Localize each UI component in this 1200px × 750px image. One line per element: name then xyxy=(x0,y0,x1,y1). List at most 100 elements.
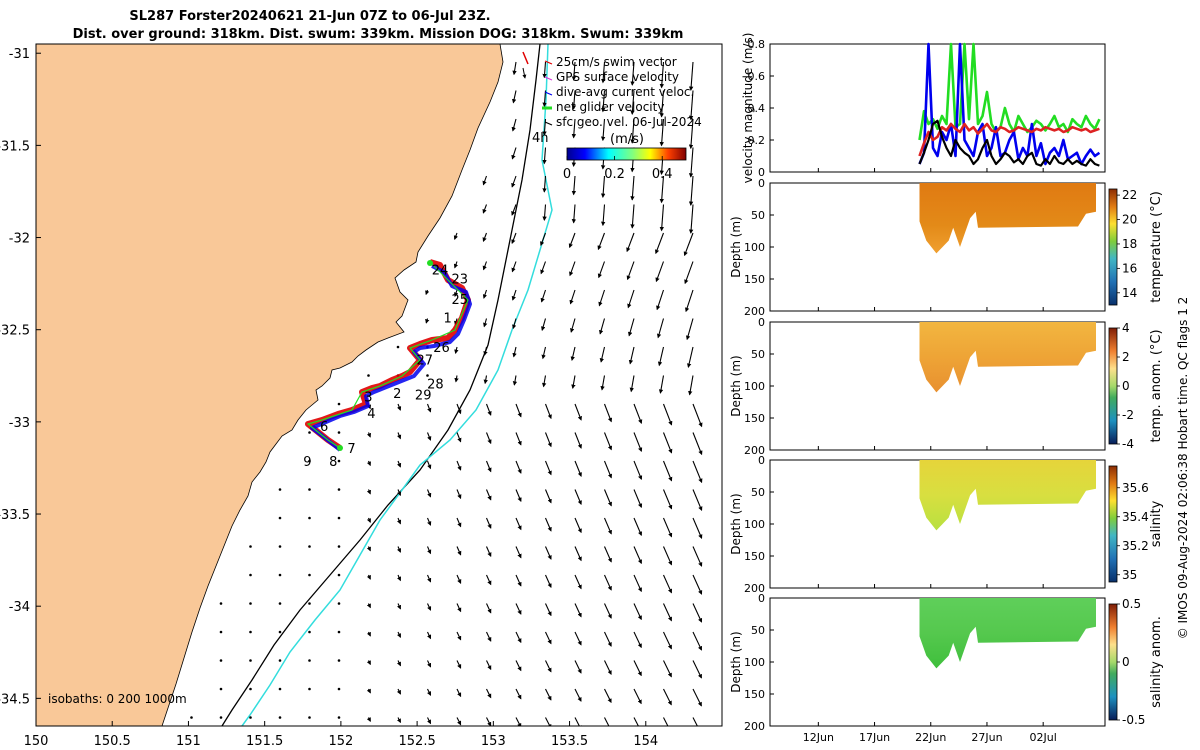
geo-velocity-arrow xyxy=(512,346,517,358)
geo-velocity-arrow xyxy=(688,147,694,178)
geo-velocity-arrow xyxy=(657,346,665,367)
geo-velocity-arrow xyxy=(603,574,612,591)
geo-velocity-arrow xyxy=(544,546,552,560)
track-day-label: 28 xyxy=(427,378,444,393)
geo-velocity-arrow xyxy=(515,432,522,446)
section-panel: 0 50 100 150 200 Depth (m) 14 16 18 20 22 temperatu… xyxy=(729,177,1164,318)
isobath-note: isobaths: 0 200 1000m xyxy=(48,692,187,706)
geo-velocity-arrow xyxy=(366,631,371,637)
geo-velocity-arrow xyxy=(425,318,430,324)
geo-velocity-arrow xyxy=(663,688,672,706)
geo-velocity-arrow xyxy=(662,460,673,482)
geo-velocity-dot xyxy=(337,602,341,605)
legend-item-dive: dive-avg current veloc. xyxy=(556,85,694,99)
geo-velocity-arrow xyxy=(486,660,492,671)
map-x-tick-label: 153 xyxy=(481,734,506,749)
track-day-label: 9 xyxy=(303,455,311,470)
geo-velocity-arrow xyxy=(512,375,518,386)
geo-velocity-arrow xyxy=(604,660,612,675)
geo-velocity-dot xyxy=(249,630,252,634)
geo-velocity-arrow xyxy=(485,546,492,558)
geo-velocity-arrow xyxy=(627,289,635,309)
geo-velocity-arrow xyxy=(574,631,582,646)
geo-velocity-arrow xyxy=(603,432,613,451)
speed-colorbar: (m/s) 0 0.2 0.4 xyxy=(563,132,687,182)
geo-velocity-dot xyxy=(337,716,341,719)
geo-velocity-dot xyxy=(337,459,341,463)
geo-velocity-arrow xyxy=(574,403,582,421)
geo-velocity-arrow xyxy=(542,61,547,79)
geo-velocity-arrow xyxy=(456,574,462,584)
map-x-tick-label: 152.5 xyxy=(399,734,436,749)
isobath-1000 xyxy=(241,44,553,726)
velocity-series xyxy=(918,42,1101,167)
geo-velocity-arrow xyxy=(511,261,517,273)
geo-velocity-arrow xyxy=(571,375,576,390)
track-day-label: 6 xyxy=(320,420,328,435)
geo-velocity-dot xyxy=(308,602,311,605)
track-day-label: 3 xyxy=(364,391,372,406)
geo-velocity-arrow xyxy=(630,90,635,115)
section-y-tick-label: 0 xyxy=(758,177,765,190)
geo-velocity-arrow xyxy=(633,660,642,677)
geo-velocity-dot xyxy=(190,716,193,719)
geo-velocity-arrow xyxy=(512,318,517,330)
geo-velocity-arrow xyxy=(571,175,577,196)
velocity-series-line xyxy=(918,122,1100,157)
geo-velocity-arrow xyxy=(628,346,635,365)
geo-velocity-dot xyxy=(249,659,252,662)
section-colorbar-tick-label: 0.5 xyxy=(1122,597,1141,611)
section-y-tick-label: 0 xyxy=(758,454,765,467)
geo-velocity-arrow xyxy=(456,603,462,613)
geo-velocity-arrow xyxy=(541,318,547,332)
geo-velocity-arrow xyxy=(633,460,643,481)
geo-velocity-arrow xyxy=(544,432,552,448)
geo-velocity-arrow xyxy=(540,261,547,275)
geo-velocity-arrow xyxy=(427,688,432,696)
geo-velocity-arrow xyxy=(571,90,577,110)
geo-velocity-arrow xyxy=(486,688,492,699)
geo-velocity-dot xyxy=(337,630,341,634)
geo-velocity-arrow xyxy=(427,717,432,725)
geo-velocity-arrow xyxy=(396,574,402,582)
geo-velocity-arrow xyxy=(397,517,402,525)
legend-item-geo: sfc geo. vel. 06-Jul-2024 xyxy=(556,115,702,129)
geo-velocity-dot xyxy=(278,602,282,605)
section-colorbar-tick-label: 0 xyxy=(1122,655,1130,669)
geo-velocity-arrow xyxy=(511,118,517,132)
map-y-tick-label: -33.5 xyxy=(0,508,30,523)
geo-velocity-arrow xyxy=(397,546,402,553)
geo-velocity-arrow xyxy=(544,574,552,589)
geo-velocity-arrow xyxy=(426,546,432,555)
geo-velocity-arrow xyxy=(685,289,694,313)
vector-age-label: 4h xyxy=(532,131,549,146)
geo-velocity-arrow xyxy=(662,489,673,510)
map-y-tick-label: -31.5 xyxy=(0,139,30,154)
geo-velocity-arrow xyxy=(630,118,635,144)
geo-velocity-dot xyxy=(278,545,282,548)
geo-velocity-arrow xyxy=(600,90,606,113)
geo-velocity-arrow xyxy=(426,460,432,470)
geo-velocity-arrow xyxy=(542,175,547,193)
geo-velocity-arrow xyxy=(515,717,522,726)
track-day-label: 24 xyxy=(432,263,449,278)
geo-velocity-dot xyxy=(308,630,311,634)
geo-velocity-arrow xyxy=(658,375,665,394)
geo-velocity-arrow xyxy=(604,688,612,704)
section-colorbar-tick-label: 14 xyxy=(1122,286,1137,300)
section-colorbar-tick-label: -4 xyxy=(1122,437,1134,451)
map-legend: 25cm/s swim vector GPS surface velocity … xyxy=(542,55,702,129)
geo-velocity-arrow xyxy=(692,460,703,484)
geo-velocity-arrow xyxy=(456,717,462,726)
geo-velocity-arrow xyxy=(483,346,488,356)
geo-velocity-arrow xyxy=(633,574,642,593)
legend-item-swim: 25cm/s swim vector xyxy=(556,55,677,69)
geo-velocity-arrow xyxy=(685,318,694,341)
geo-velocity-arrow xyxy=(574,517,582,534)
colorbar-tick-label: 0.4 xyxy=(652,167,673,182)
geo-velocity-arrow xyxy=(482,175,488,186)
geo-velocity-arrow xyxy=(542,204,547,221)
geo-velocity-arrow xyxy=(397,403,402,411)
geo-velocity-arrow xyxy=(601,61,606,84)
